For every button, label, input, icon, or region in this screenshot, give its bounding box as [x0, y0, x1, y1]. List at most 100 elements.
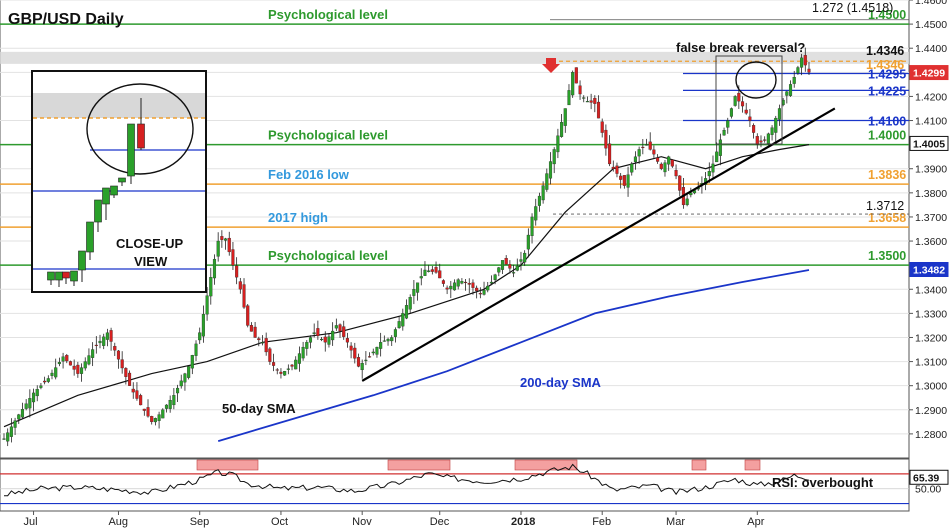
candle-body: [726, 120, 730, 128]
candle-body: [57, 362, 61, 365]
candle-body: [563, 108, 567, 126]
candle-body: [807, 68, 811, 73]
candle-body: [800, 57, 804, 68]
closeup-circle: [86, 83, 194, 175]
candle-body: [176, 387, 180, 394]
candle-body: [157, 414, 161, 421]
time-tick-label: Jul: [24, 516, 38, 528]
candle-body: [238, 281, 242, 290]
candle-body: [548, 161, 553, 179]
candle-body: [150, 416, 154, 422]
candle-body: [242, 284, 246, 308]
candle-body: [637, 149, 641, 157]
lvl-1383-label: Feb 2016 low: [268, 167, 350, 182]
price-tick-label: 1.4100: [915, 116, 947, 128]
candle-body: [349, 345, 353, 351]
price-tick-label: 1.3900: [915, 164, 947, 176]
candle-body: [674, 170, 678, 177]
candle-body: [715, 151, 719, 163]
candle-body: [65, 355, 69, 362]
candle-body: [615, 165, 619, 174]
candle-body: [412, 289, 416, 296]
closeup-candle-body: [118, 177, 126, 183]
time-tick-label: Nov: [352, 516, 372, 528]
closeup-candle-body: [55, 271, 63, 281]
support-trendline: [361, 107, 836, 382]
sma-lines: [3, 144, 810, 442]
candle-body: [663, 162, 667, 173]
lvl-1429-label: 1.4295: [868, 68, 906, 82]
candle-body: [382, 340, 386, 342]
candle-body: [755, 136, 759, 145]
time-tick-label: Apr: [747, 516, 764, 528]
candle-body: [105, 332, 109, 340]
sma200-line: [217, 269, 810, 442]
candle-body: [585, 101, 589, 103]
candle-body: [87, 355, 91, 365]
closeup-candle-body: [70, 270, 78, 282]
candle-body: [737, 92, 741, 102]
candle-body: [619, 175, 623, 180]
candle-body: [124, 368, 128, 377]
candle-body: [796, 67, 800, 74]
candle-body: [360, 363, 364, 371]
rsi-value-tag-box: [909, 469, 949, 485]
candle-body: [54, 367, 58, 378]
price-tick-label: 1.3600: [915, 236, 947, 248]
candle-body: [98, 340, 102, 344]
closeup-candle-body: [137, 123, 145, 149]
candle-body: [379, 342, 383, 349]
candle-body: [438, 270, 442, 279]
price-tick-label: 1.2900: [915, 405, 947, 417]
candle-body: [205, 295, 209, 315]
lvl-1365-label: 2017 high: [268, 210, 328, 225]
candle-body: [20, 409, 25, 418]
candle-body: [467, 283, 471, 285]
candle-body: [301, 346, 305, 359]
time-tick-label: Aug: [108, 516, 128, 528]
candle-body: [268, 348, 272, 362]
candle-body: [286, 368, 290, 370]
sma50-line: [3, 144, 810, 428]
price-tick-label: 1.3000: [915, 381, 947, 393]
candle-body: [146, 407, 150, 417]
candle-body: [386, 338, 390, 342]
candle-body: [482, 289, 486, 295]
sma200-value-tag-box: [909, 261, 949, 277]
candle-body: [116, 350, 121, 360]
candle-body: [445, 287, 449, 290]
candle-body: [641, 146, 645, 148]
candle-body: [659, 163, 663, 169]
closeup-candle-body: [62, 271, 70, 279]
candle-body: [486, 285, 490, 291]
candle-body: [28, 398, 32, 409]
candle-body: [600, 121, 604, 133]
price-tick-label: 1.4200: [915, 91, 947, 103]
candle-body: [216, 240, 220, 257]
current-price-tag-text: 1.4299: [913, 68, 945, 80]
candle-body: [342, 326, 346, 337]
candle-body: [94, 344, 98, 346]
rsi-line: [4, 463, 810, 497]
candle-body: [68, 361, 73, 366]
price-tick-label: 1.3100: [915, 357, 947, 369]
sma50-label: 50-day SMA: [222, 401, 296, 416]
candle-body: [748, 116, 752, 121]
candle-body: [630, 163, 634, 173]
candle-body: [290, 364, 294, 367]
candle-body: [235, 265, 239, 278]
candle-body: [408, 297, 412, 310]
candlesticks: [2, 47, 811, 447]
candle-body: [534, 206, 538, 221]
candle-body: [294, 359, 298, 370]
price-axis: 1.2800 1.2900 1.3000 1.3100 1.3200 1.3300 1.34…: [909, 0, 949, 496]
candle-body: [275, 369, 279, 371]
candle-body: [253, 326, 257, 338]
candle-body: [430, 269, 434, 272]
candle-body: [320, 338, 324, 341]
candle-body: [212, 258, 217, 279]
time-tick-label: Feb: [592, 516, 611, 528]
candle-body: [323, 336, 327, 343]
candle-body: [120, 359, 124, 369]
candle-body: [35, 389, 39, 397]
